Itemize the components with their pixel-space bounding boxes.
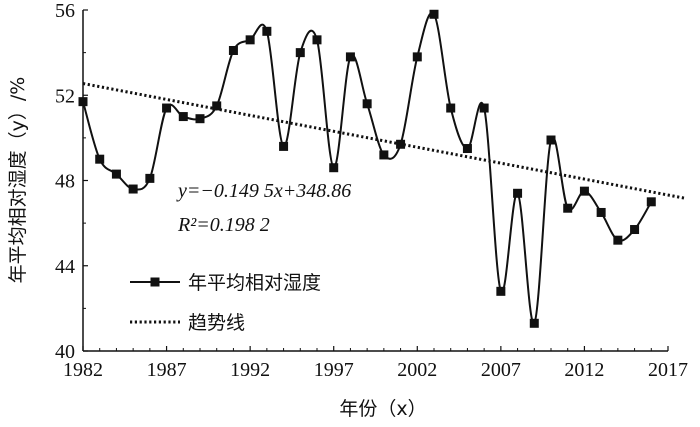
data-point-marker [111, 169, 121, 179]
data-point-marker [563, 203, 573, 213]
legend-marker [150, 277, 160, 287]
data-point-marker [596, 207, 606, 217]
data-point-marker [579, 186, 589, 196]
data-point-marker [178, 112, 188, 122]
data-point-marker [462, 144, 472, 154]
x-tick-label: 1992 [230, 359, 270, 381]
y-tick-label: 56 [55, 0, 75, 22]
data-point-marker [630, 225, 640, 235]
y-axis-title: 年平均相对湿度（y）/% [7, 77, 29, 284]
trend-line-path [82, 82, 687, 200]
x-tick-label: 2007 [481, 359, 521, 381]
x-tick-label: 2017 [648, 359, 688, 381]
x-axis-ticks: 1982 1987 1992 1997 2002 2007 2012 2017 [63, 346, 688, 381]
data-point-marker [262, 26, 272, 36]
trend-line [82, 82, 687, 200]
r-squared-annotation: R²=0.198 2 [177, 214, 270, 236]
x-tick-label: 1987 [147, 359, 187, 381]
x-tick-label: 2002 [397, 359, 437, 381]
data-point-marker [412, 52, 422, 62]
data-point-marker [546, 135, 556, 145]
humidity-series [78, 9, 656, 328]
y-tick-label: 40 [55, 341, 75, 363]
data-point-marker [228, 45, 238, 55]
data-point-marker [529, 318, 539, 328]
axes [82, 10, 668, 352]
data-point-marker [245, 35, 255, 45]
x-tick-label: 2012 [564, 359, 604, 381]
humidity-line [82, 11, 653, 325]
data-point-marker [279, 141, 289, 151]
data-point-marker [128, 184, 138, 194]
data-point-marker [329, 163, 339, 173]
data-point-marker [162, 103, 172, 113]
data-point-marker [429, 9, 439, 19]
data-point-marker [646, 197, 656, 207]
x-tick-label: 1982 [63, 359, 103, 381]
data-point-marker [379, 150, 389, 160]
y-tick-label: 48 [55, 171, 75, 193]
data-point-marker [345, 52, 355, 62]
y-tick-label: 52 [55, 85, 75, 107]
data-point-marker [78, 97, 88, 107]
data-point-marker [396, 139, 406, 149]
data-point-marker [479, 103, 489, 113]
data-point-marker [513, 188, 523, 198]
data-point-marker [496, 286, 506, 296]
data-point-marker [295, 48, 305, 58]
data-point-marker [145, 173, 155, 183]
data-point-marker [362, 99, 372, 109]
equation-annotation: y=−0.149 5x+348.86 [176, 180, 351, 202]
x-axis-title: 年份（x） [339, 398, 426, 420]
data-point-marker [212, 101, 222, 111]
data-point-marker [95, 154, 105, 164]
y-axis-ticks: 40 44 48 52 56 [55, 0, 88, 363]
data-point-marker [613, 235, 623, 245]
data-point-marker [312, 35, 322, 45]
data-point-marker [446, 103, 456, 113]
legend: 年平均相对湿度 趋势线 [130, 272, 321, 334]
legend-label-humidity: 年平均相对湿度 [188, 272, 321, 294]
data-point-marker [195, 114, 205, 124]
y-tick-label: 44 [55, 256, 75, 278]
x-tick-label: 1997 [314, 359, 354, 381]
legend-label-trend: 趋势线 [188, 312, 245, 334]
